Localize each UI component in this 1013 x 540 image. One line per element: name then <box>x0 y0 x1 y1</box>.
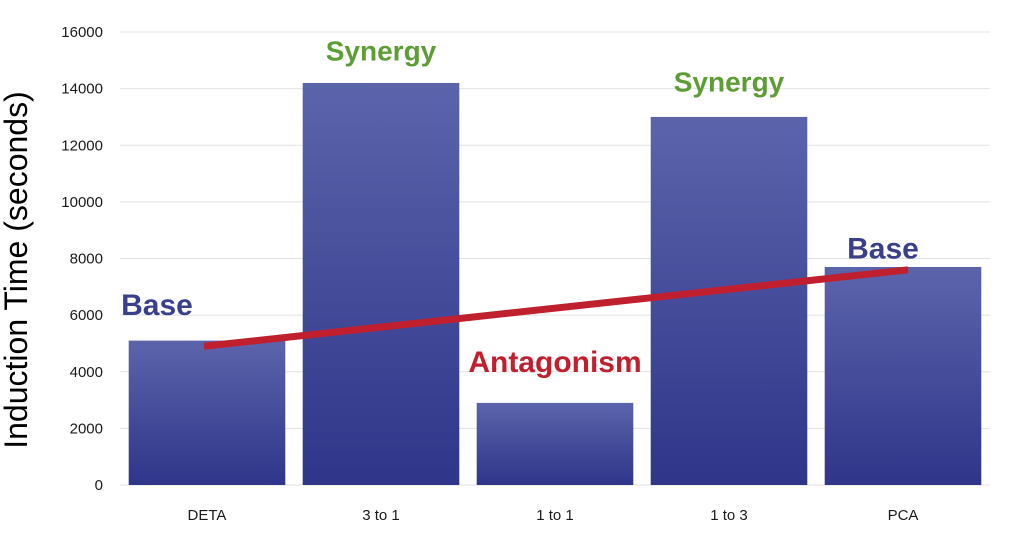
annotation-label: Synergy <box>326 35 437 66</box>
y-axis-title: Induction Time (seconds) <box>0 91 34 449</box>
x-tick-label: 1 to 1 <box>536 507 574 524</box>
x-tick-label: DETA <box>188 507 227 524</box>
bar-0 <box>128 340 286 485</box>
trend-line <box>203 266 909 350</box>
x-tick-label: 3 to 1 <box>362 507 400 524</box>
annotation-label: Base <box>847 233 919 266</box>
x-tick-label: PCA <box>888 507 919 524</box>
y-tick-label: 6000 <box>70 307 103 324</box>
x-tick-label: 1 to 3 <box>710 507 748 524</box>
y-axis-ticks: 0 2000 4000 6000 8000 10000 12000 14000 16000 <box>61 24 103 494</box>
y-tick-label: 10000 <box>61 194 103 211</box>
trend-line-group <box>203 266 909 350</box>
annotations: Base Synergy Antagonism Synergy Base <box>121 35 919 378</box>
bar-3 <box>650 116 808 485</box>
bar-4 <box>824 266 982 485</box>
y-tick-label: 0 <box>95 477 103 494</box>
bar-1 <box>302 82 460 486</box>
annotation-label: Antagonism <box>468 346 641 379</box>
y-tick-label: 16000 <box>61 24 103 41</box>
bar-2 <box>476 402 634 485</box>
y-tick-label: 8000 <box>70 251 103 268</box>
y-tick-label: 4000 <box>70 364 103 381</box>
annotation-label: Synergy <box>674 66 785 97</box>
bars <box>128 82 982 486</box>
annotation-label: Base <box>121 289 193 322</box>
y-tick-label: 14000 <box>61 81 103 98</box>
y-tick-label: 2000 <box>70 420 103 437</box>
y-tick-label: 12000 <box>61 137 103 154</box>
x-axis-categories: DETA 3 to 1 1 to 1 1 to 3 PCA <box>188 507 919 524</box>
